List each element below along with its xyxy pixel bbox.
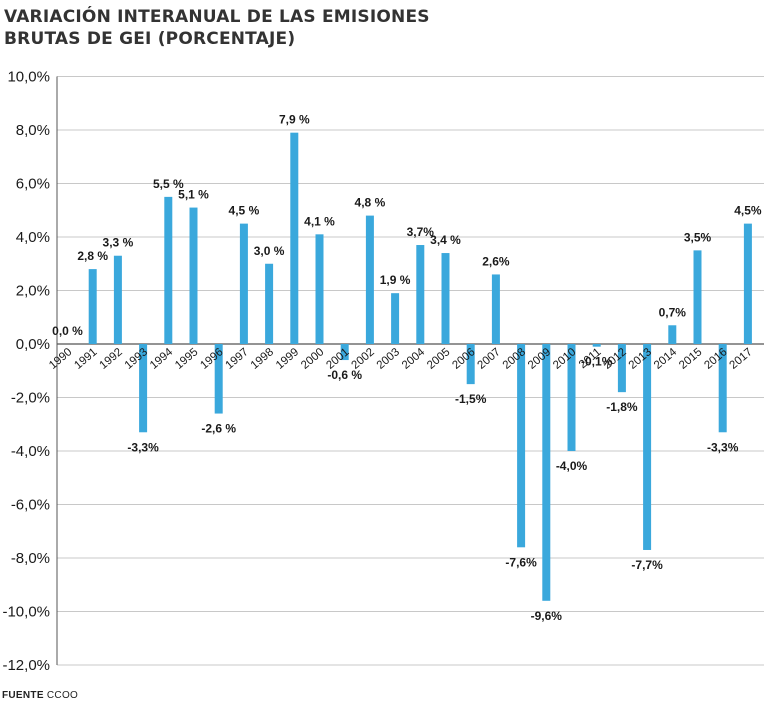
x-tick-label: 2017 — [728, 346, 755, 372]
data-label: -0,6 % — [327, 368, 362, 382]
bar — [743, 223, 752, 344]
y-tick-label: -6,0% — [11, 497, 50, 514]
bar — [315, 234, 324, 344]
bar — [491, 274, 500, 344]
bar — [693, 250, 702, 344]
data-label: 7,9 % — [279, 113, 310, 127]
x-tick-label: 1995 — [173, 346, 200, 372]
y-tick-label: -2,0% — [11, 390, 50, 407]
bar — [517, 344, 526, 548]
chart-title: VARIACIÓN INTERANUAL DE LAS EMISIONES BR… — [4, 6, 430, 50]
bar — [164, 196, 173, 344]
data-label: 4,1 % — [304, 214, 335, 228]
source-label: FUENTE — [2, 690, 44, 701]
bar — [466, 344, 475, 385]
data-label: 3,0 % — [254, 244, 285, 258]
bar — [88, 269, 97, 344]
data-label: 0,0 % — [52, 324, 83, 338]
bar — [139, 344, 148, 433]
x-tick-label: 2000 — [299, 346, 326, 372]
bar — [365, 215, 374, 344]
data-label: -1,5% — [455, 392, 487, 406]
y-tick-label: -10,0% — [2, 604, 50, 621]
x-tick-label: 2007 — [476, 346, 503, 372]
data-label: 3,7% — [407, 225, 435, 239]
bar — [189, 207, 198, 344]
x-tick-label: 1990 — [47, 346, 74, 372]
bar — [290, 132, 299, 344]
data-label: 4,8 % — [355, 196, 386, 210]
bar — [113, 255, 122, 344]
y-tick-label: -12,0% — [2, 657, 50, 674]
bar — [340, 344, 349, 361]
chart-title-line-2: BRUTAS DE GEI (PORCENTAJE) — [4, 29, 296, 49]
bar — [391, 293, 400, 344]
x-tick-label: 2014 — [652, 346, 680, 372]
x-tick-label: 1998 — [249, 346, 276, 372]
y-tick-label: 0,0% — [16, 336, 50, 353]
data-label: 3,5% — [684, 230, 712, 244]
data-label: -1,8% — [606, 400, 638, 414]
y-tick-label: 8,0% — [16, 122, 50, 139]
data-label: -3,3% — [127, 440, 159, 454]
data-label: -4,0% — [556, 459, 588, 473]
data-label: 3,3 % — [103, 236, 134, 250]
data-label: -0,1% — [581, 355, 613, 369]
bar — [643, 344, 652, 550]
y-tick-label: 4,0% — [16, 229, 50, 246]
data-label: -7,7% — [631, 558, 663, 572]
y-tick-label: 2,0% — [16, 283, 50, 300]
x-tick-label: 1994 — [148, 346, 176, 372]
data-label: 2,6% — [482, 254, 510, 268]
data-label: -7,6% — [505, 555, 537, 569]
bar — [214, 344, 223, 414]
x-tick-label: 2003 — [375, 346, 402, 372]
bar — [265, 263, 274, 344]
data-label: -3,3% — [707, 440, 739, 454]
x-tick-label: 1991 — [72, 346, 99, 372]
bar — [592, 344, 601, 347]
bar — [239, 223, 248, 344]
data-label: -2,6 % — [201, 422, 236, 436]
bar — [617, 344, 626, 393]
y-tick-label: 6,0% — [16, 176, 50, 193]
source-note: FUENTE CCOO — [2, 690, 78, 701]
x-tick-label: 2015 — [677, 346, 704, 372]
data-label: 3,4 % — [430, 233, 461, 247]
y-tick-label: -4,0% — [11, 443, 50, 460]
data-label: 1,9 % — [380, 273, 411, 287]
bar — [668, 325, 677, 344]
y-tick-label: 10,0% — [7, 69, 50, 86]
y-tick-label: -8,0% — [11, 550, 50, 567]
bar — [441, 253, 450, 344]
bars — [88, 132, 752, 601]
bar — [416, 245, 425, 344]
data-label: 4,5% — [734, 204, 762, 218]
x-tick-label: 2004 — [400, 346, 428, 372]
data-label: 2,8 % — [77, 249, 108, 263]
bar — [718, 344, 727, 433]
bar — [567, 344, 576, 451]
data-label: 4,5 % — [229, 204, 260, 218]
data-label: 5,5 % — [153, 177, 184, 191]
y-axis-tick-labels: 10,0% 8,0% 6,0% 4,0% 2,0% 0,0% -2,0% -4,0% -6,0%… — [2, 69, 50, 675]
bar — [542, 344, 551, 601]
data-label: -9,6% — [531, 609, 563, 623]
chart-title-line-1: VARIACIÓN INTERANUAL DE LAS EMISIONES — [4, 7, 430, 27]
x-tick-label: 1997 — [224, 346, 251, 372]
data-label: 5,1 % — [178, 188, 209, 202]
x-tick-label: 2005 — [425, 346, 452, 372]
data-label: 0,7% — [659, 305, 687, 319]
x-tick-label: 1992 — [98, 346, 125, 372]
source-value: CCOO — [46, 690, 79, 701]
data-labels: 0,0 % 2,8 %3,3 % -3,3% 5,5 %5,1 % -2,6 % 4,5 … — [52, 113, 762, 623]
x-tick-label: 1999 — [274, 346, 301, 372]
